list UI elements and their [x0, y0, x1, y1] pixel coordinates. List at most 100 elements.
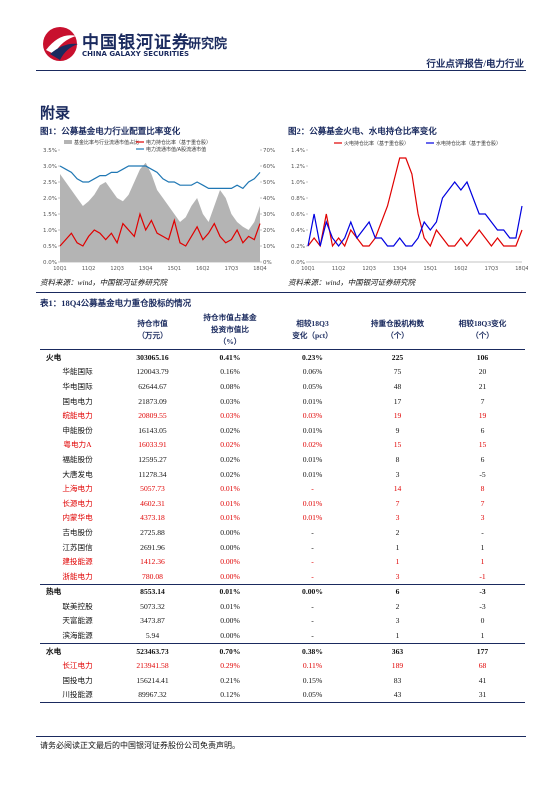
cell: 5.94 — [145, 631, 160, 641]
cell: 6 — [480, 425, 485, 435]
cell: 0.00% — [220, 631, 240, 641]
figure-title: 图2：公募基金火电、水电持仓比率变化 — [288, 126, 437, 136]
table-row: 福能股份 12595.27 0.02% 0.01% 8 6 — [40, 452, 525, 467]
row-name: 建投能源 — [62, 557, 93, 567]
x-tick-label: 15Q1 — [168, 266, 181, 272]
table-row: 滨海能源 5.94 0.00% - 1 1 — [40, 628, 525, 643]
cell: 0.41% — [190, 348, 270, 365]
row-name: 粤电力A — [63, 440, 92, 450]
y-tick-label: 1.0% — [43, 228, 57, 234]
x-tick-label: 11Q2 — [82, 266, 95, 272]
cell: 2 — [395, 527, 400, 537]
header-text: 持重仓股机构数 — [370, 319, 425, 328]
header-text: 相较18Q3 — [296, 319, 329, 328]
cell: 75 — [393, 367, 402, 377]
cell: 1 — [480, 557, 485, 567]
cell: 3473.87 — [140, 616, 165, 626]
header-text: 相较18Q3变化 — [458, 319, 507, 328]
header-text: （万元） — [137, 331, 168, 340]
cell: 0.08% — [220, 381, 240, 391]
cell: 15 — [478, 440, 487, 450]
cell: - — [311, 616, 314, 626]
row-name: 联美控股 — [62, 601, 93, 611]
header-text: （个） — [386, 331, 409, 340]
cell: 9 — [395, 425, 400, 435]
y2-tick-label: 60% — [263, 164, 275, 170]
emblem-swoosh — [50, 43, 78, 60]
cell: 303065.16 — [115, 348, 190, 365]
cell: 0.00% — [220, 571, 240, 581]
chart: 0.0% 0.5% 1.0% 1.5% 2.0% 2.5% 3.0% 3.5% 0% 10% 20%… — [43, 139, 275, 272]
table-row: 内蒙华电 4373.18 0.01% 0.01% 3 3 — [40, 511, 525, 526]
row-name: 热电 — [40, 583, 115, 600]
y-tick-label: 1.0% — [291, 180, 305, 186]
cell: - — [311, 484, 314, 494]
cell: 8553.14 — [115, 583, 190, 600]
table-row: 大唐发电 11278.34 0.02% 0.01% 3 -5 — [40, 467, 525, 482]
cell: -1 — [479, 571, 486, 581]
legend-swatch — [64, 140, 72, 144]
row-name: 天富能源 — [62, 616, 93, 626]
cell: -3 — [440, 583, 525, 600]
table-row: 国投电力 156214.41 0.21% 0.15% 83 41 — [40, 673, 525, 688]
cell: 1 — [395, 542, 400, 552]
cell: 2 — [395, 601, 400, 611]
rule — [36, 70, 526, 71]
line — [59, 211, 261, 247]
cell: 11278.34 — [138, 469, 167, 479]
cell: 0.38% — [270, 642, 355, 659]
y2-tick-label: 30% — [263, 212, 275, 218]
y-tick-label: 2.5% — [43, 180, 57, 186]
cell: 0.05% — [302, 381, 323, 391]
cell: 1 — [480, 542, 485, 552]
cell: 20809.55 — [138, 411, 167, 421]
cell: 68 — [478, 661, 487, 671]
x-tick-label: 17Q3 — [485, 266, 498, 272]
table-row: 浙能电力 780.08 0.00% - 3 -1 — [40, 569, 525, 584]
cell: 0.01% — [302, 396, 323, 406]
cell: 3 — [395, 513, 400, 523]
cell: 7 — [480, 498, 485, 508]
y-tick-label: 1.4% — [291, 148, 305, 154]
x-tick-label: 17Q3 — [225, 266, 238, 272]
cell: 0.15% — [302, 675, 323, 685]
row-name: 华能国际 — [62, 367, 93, 377]
cell: - — [311, 631, 314, 641]
header-text: 投资市值比 — [211, 325, 249, 334]
cell: 0.16% — [220, 367, 240, 377]
y-tick-label: 0.6% — [291, 212, 305, 218]
cell: -3 — [479, 601, 486, 611]
area — [60, 162, 260, 262]
table-row: 建投能源 1412.36 0.00% - 1 1 — [40, 554, 525, 569]
cell: 16033.91 — [138, 440, 167, 450]
cell: 8 — [480, 484, 485, 494]
legend-label: 火电持仓比率（基于重仓股） — [344, 140, 409, 147]
row-name: 长江电力 — [62, 661, 93, 671]
cell: 0.01% — [302, 454, 323, 464]
header-text: 持仓市值占基金 — [203, 313, 257, 322]
cell: 48 — [393, 381, 402, 391]
cell: 523463.73 — [115, 642, 190, 659]
cell: 0.29% — [220, 661, 240, 671]
table-row: 长源电力 4602.31 0.01% 0.01% 7 7 — [40, 496, 525, 511]
cell: - — [481, 527, 484, 537]
cell: 83 — [393, 675, 402, 685]
y-tick-label: 2.0% — [43, 196, 57, 202]
table-row: 川投能源 89967.32 0.12% 0.05% 43 31 — [40, 687, 525, 704]
row-name: 福能股份 — [62, 454, 93, 464]
cell: 0.02% — [220, 469, 240, 479]
line — [59, 165, 261, 190]
cell: 0.01% — [302, 469, 323, 479]
cell: 0.03% — [302, 411, 323, 421]
cell: 17 — [393, 396, 402, 406]
cell: 5057.73 — [140, 484, 165, 494]
column-header: 持仓市值占基金 投资市值比 （%） — [190, 311, 270, 350]
cell: 12595.27 — [138, 454, 167, 464]
x-tick-label: 13Q4 — [393, 266, 406, 272]
cell: 21 — [478, 381, 487, 391]
y-tick-label: 0.2% — [291, 244, 305, 250]
cell: 0.01% — [220, 513, 240, 523]
cell: 0.00% — [270, 583, 355, 600]
cell: 3 — [395, 616, 400, 626]
cell: 177 — [440, 642, 525, 659]
